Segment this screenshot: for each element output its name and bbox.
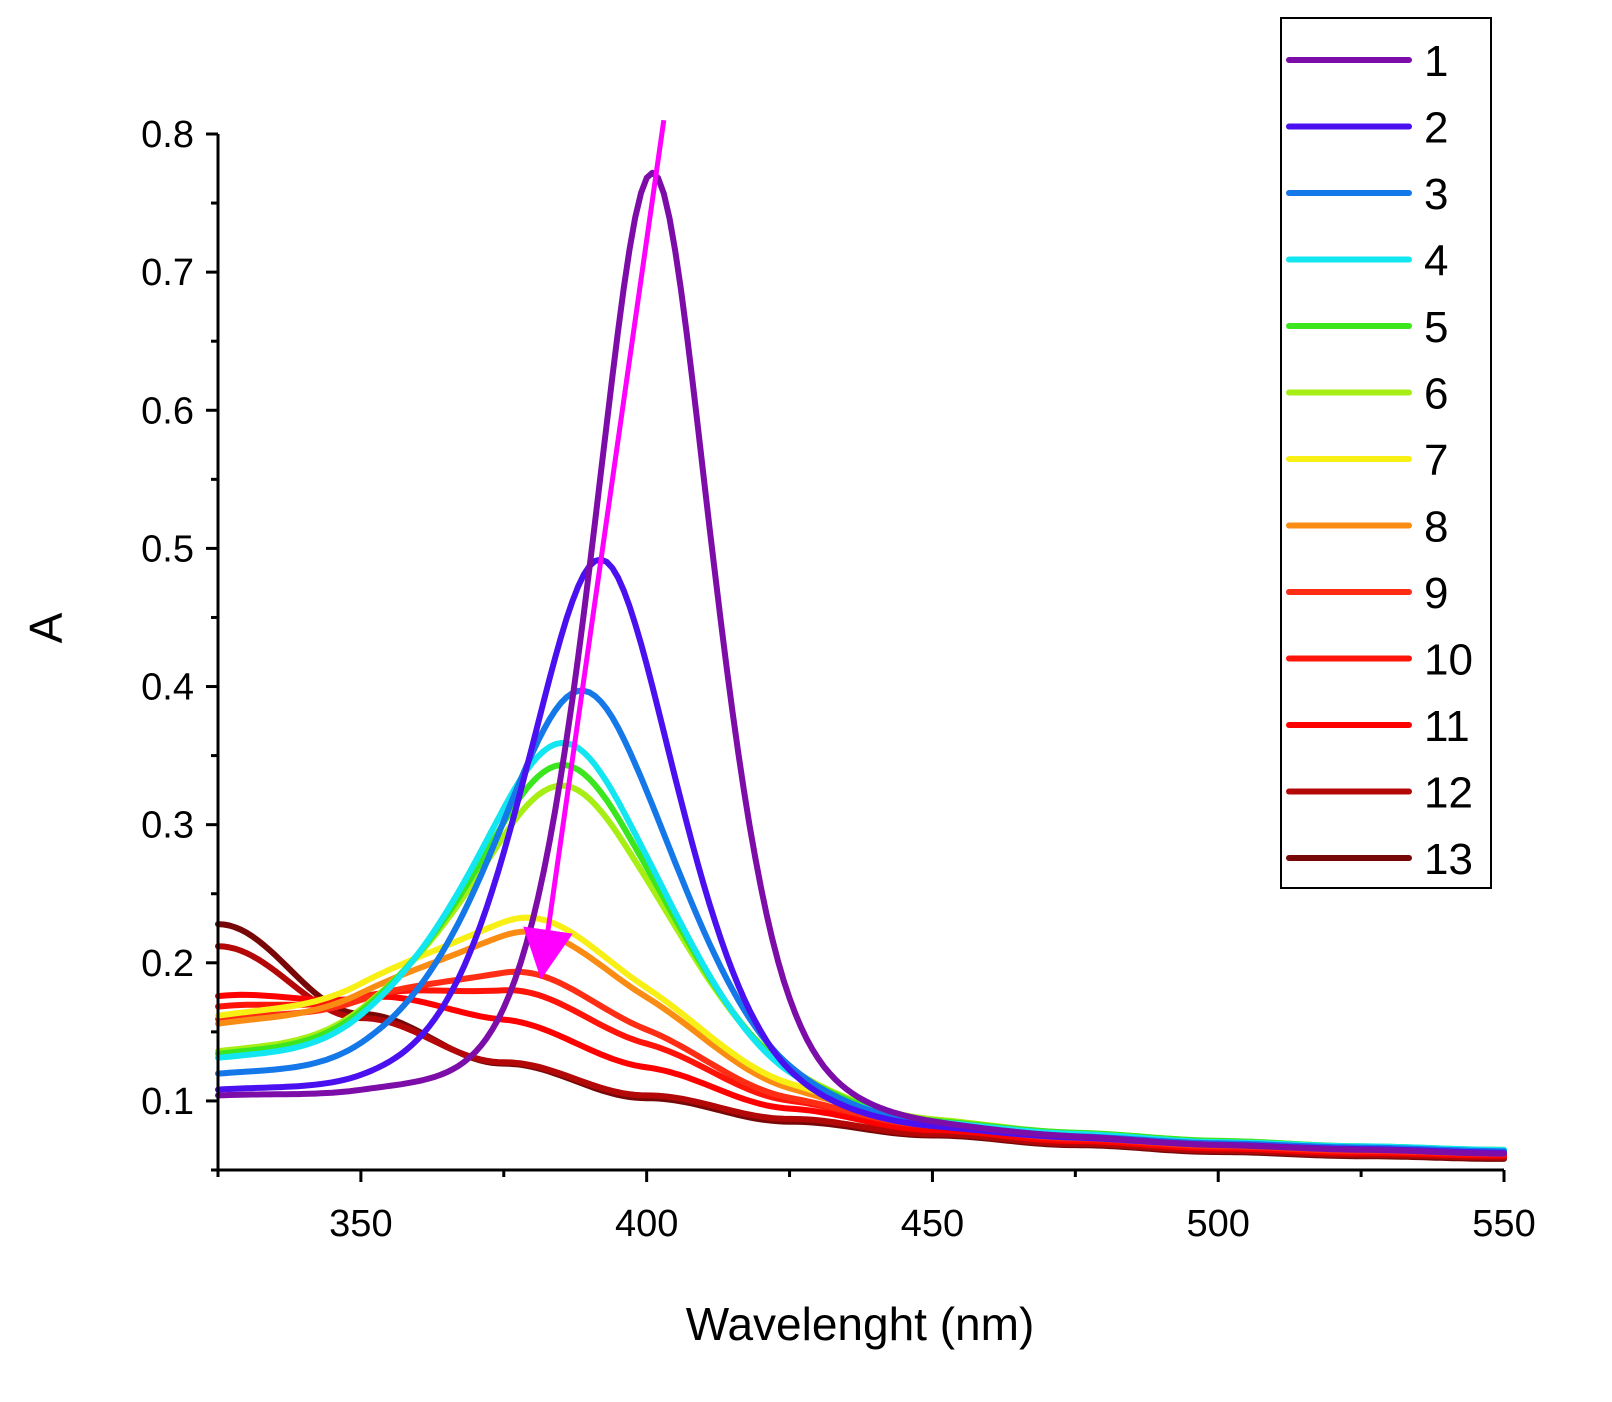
x-tick-label: 550 [1472, 1203, 1535, 1245]
legend-label-10: 10 [1424, 636, 1473, 685]
legend-label-2: 2 [1424, 104, 1448, 153]
y-tick-label: 0.7 [141, 252, 194, 294]
legend-label-8: 8 [1424, 503, 1448, 552]
series-line-1 [215, 169, 1507, 1157]
legend-label-3: 3 [1424, 170, 1448, 219]
series-line-12 [215, 943, 1507, 1161]
x-axis-title: Wavelenght (nm) [686, 1298, 1035, 1350]
series-lines [215, 169, 1507, 1162]
legend-label-1: 1 [1424, 37, 1448, 86]
legend-label-13: 13 [1424, 835, 1473, 884]
legend-box [1280, 17, 1492, 889]
legend-label-11: 11 [1424, 702, 1470, 751]
legend-label-9: 9 [1424, 569, 1448, 618]
y-tick-label: 0.6 [141, 390, 194, 432]
axes: 350 400 450 500 550 0.1 0.2 0.3 0.4 0.5 0.6 0.7 0.8 [141, 114, 1536, 1245]
trend-arrow [523, 119, 667, 980]
legend-label-12: 12 [1424, 769, 1473, 818]
y-tick-label: 0.2 [141, 943, 194, 985]
x-tick-label: 450 [901, 1203, 964, 1245]
x-tick-label: 350 [329, 1203, 392, 1245]
x-tick-label: 500 [1187, 1203, 1250, 1245]
annotation-layer [523, 119, 667, 980]
legend-label-6: 6 [1424, 370, 1448, 419]
y-tick-label: 0.3 [141, 805, 194, 847]
x-tick-label: 400 [615, 1203, 678, 1245]
y-tick-label: 0.8 [141, 114, 194, 156]
legend-label-5: 5 [1424, 303, 1448, 352]
y-tick-label: 0.5 [141, 528, 194, 570]
legend-label-4: 4 [1424, 237, 1448, 286]
y-axis-title: A [20, 612, 72, 643]
legend-label-7: 7 [1424, 436, 1448, 485]
y-tick-label: 0.4 [141, 667, 194, 709]
y-tick-label: 0.1 [141, 1081, 194, 1123]
